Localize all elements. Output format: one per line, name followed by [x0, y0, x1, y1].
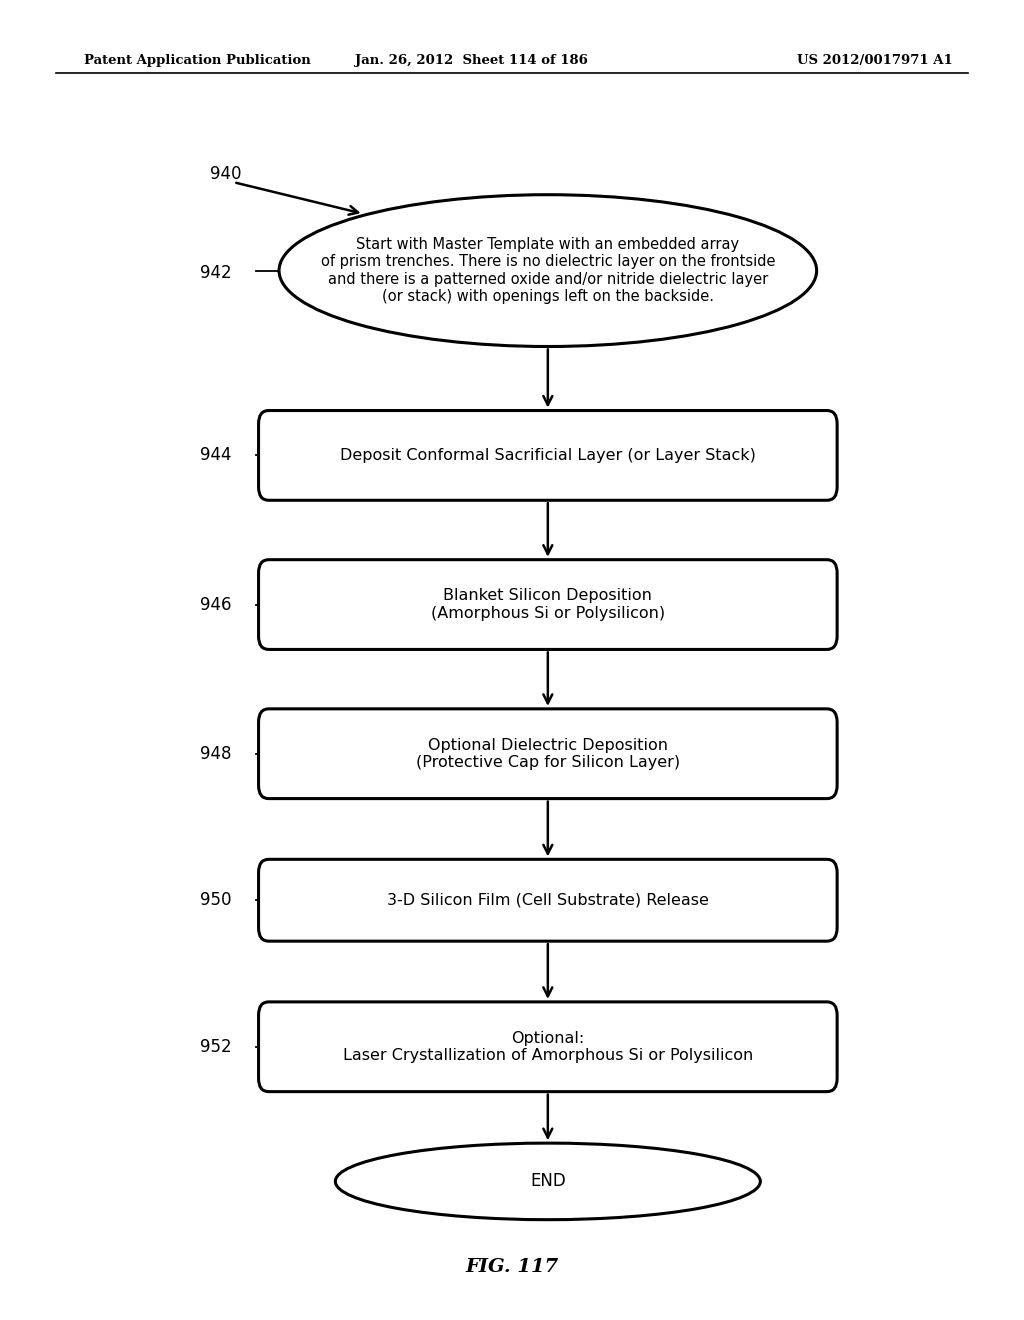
Text: 3-D Silicon Film (Cell Substrate) Release: 3-D Silicon Film (Cell Substrate) Releas…: [387, 892, 709, 908]
FancyBboxPatch shape: [259, 411, 838, 500]
Text: 944: 944: [200, 446, 231, 465]
Text: END: END: [530, 1172, 565, 1191]
Ellipse shape: [336, 1143, 760, 1220]
FancyBboxPatch shape: [259, 1002, 838, 1092]
Text: Patent Application Publication: Patent Application Publication: [84, 54, 310, 67]
Text: 948: 948: [200, 744, 231, 763]
Text: US 2012/0017971 A1: US 2012/0017971 A1: [797, 54, 952, 67]
Text: 950: 950: [200, 891, 231, 909]
Text: 942: 942: [200, 264, 231, 282]
Text: Blanket Silicon Deposition
(Amorphous Si or Polysilicon): Blanket Silicon Deposition (Amorphous Si…: [431, 589, 665, 620]
Text: 940: 940: [210, 165, 242, 183]
Text: Jan. 26, 2012  Sheet 114 of 186: Jan. 26, 2012 Sheet 114 of 186: [354, 54, 588, 67]
Text: FIG. 117: FIG. 117: [465, 1258, 559, 1276]
FancyBboxPatch shape: [259, 560, 838, 649]
Ellipse shape: [279, 194, 817, 346]
FancyBboxPatch shape: [259, 709, 838, 799]
Text: 952: 952: [200, 1038, 231, 1056]
Text: Optional Dielectric Deposition
(Protective Cap for Silicon Layer): Optional Dielectric Deposition (Protecti…: [416, 738, 680, 770]
Text: 946: 946: [200, 595, 231, 614]
FancyBboxPatch shape: [259, 859, 838, 941]
Text: Deposit Conformal Sacrificial Layer (or Layer Stack): Deposit Conformal Sacrificial Layer (or …: [340, 447, 756, 463]
Text: Start with Master Template with an embedded array
of prism trenches. There is no: Start with Master Template with an embed…: [321, 238, 775, 304]
Text: Optional:
Laser Crystallization of Amorphous Si or Polysilicon: Optional: Laser Crystallization of Amorp…: [343, 1031, 753, 1063]
